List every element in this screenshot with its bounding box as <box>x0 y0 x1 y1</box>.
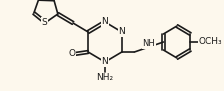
Text: N: N <box>118 27 125 36</box>
Text: S: S <box>42 18 47 27</box>
Text: NH: NH <box>142 39 155 49</box>
Text: O: O <box>68 50 75 59</box>
Text: NH₂: NH₂ <box>96 74 114 83</box>
Text: N: N <box>102 58 108 67</box>
Text: N: N <box>102 17 108 26</box>
Text: OCH₃: OCH₃ <box>199 37 223 47</box>
